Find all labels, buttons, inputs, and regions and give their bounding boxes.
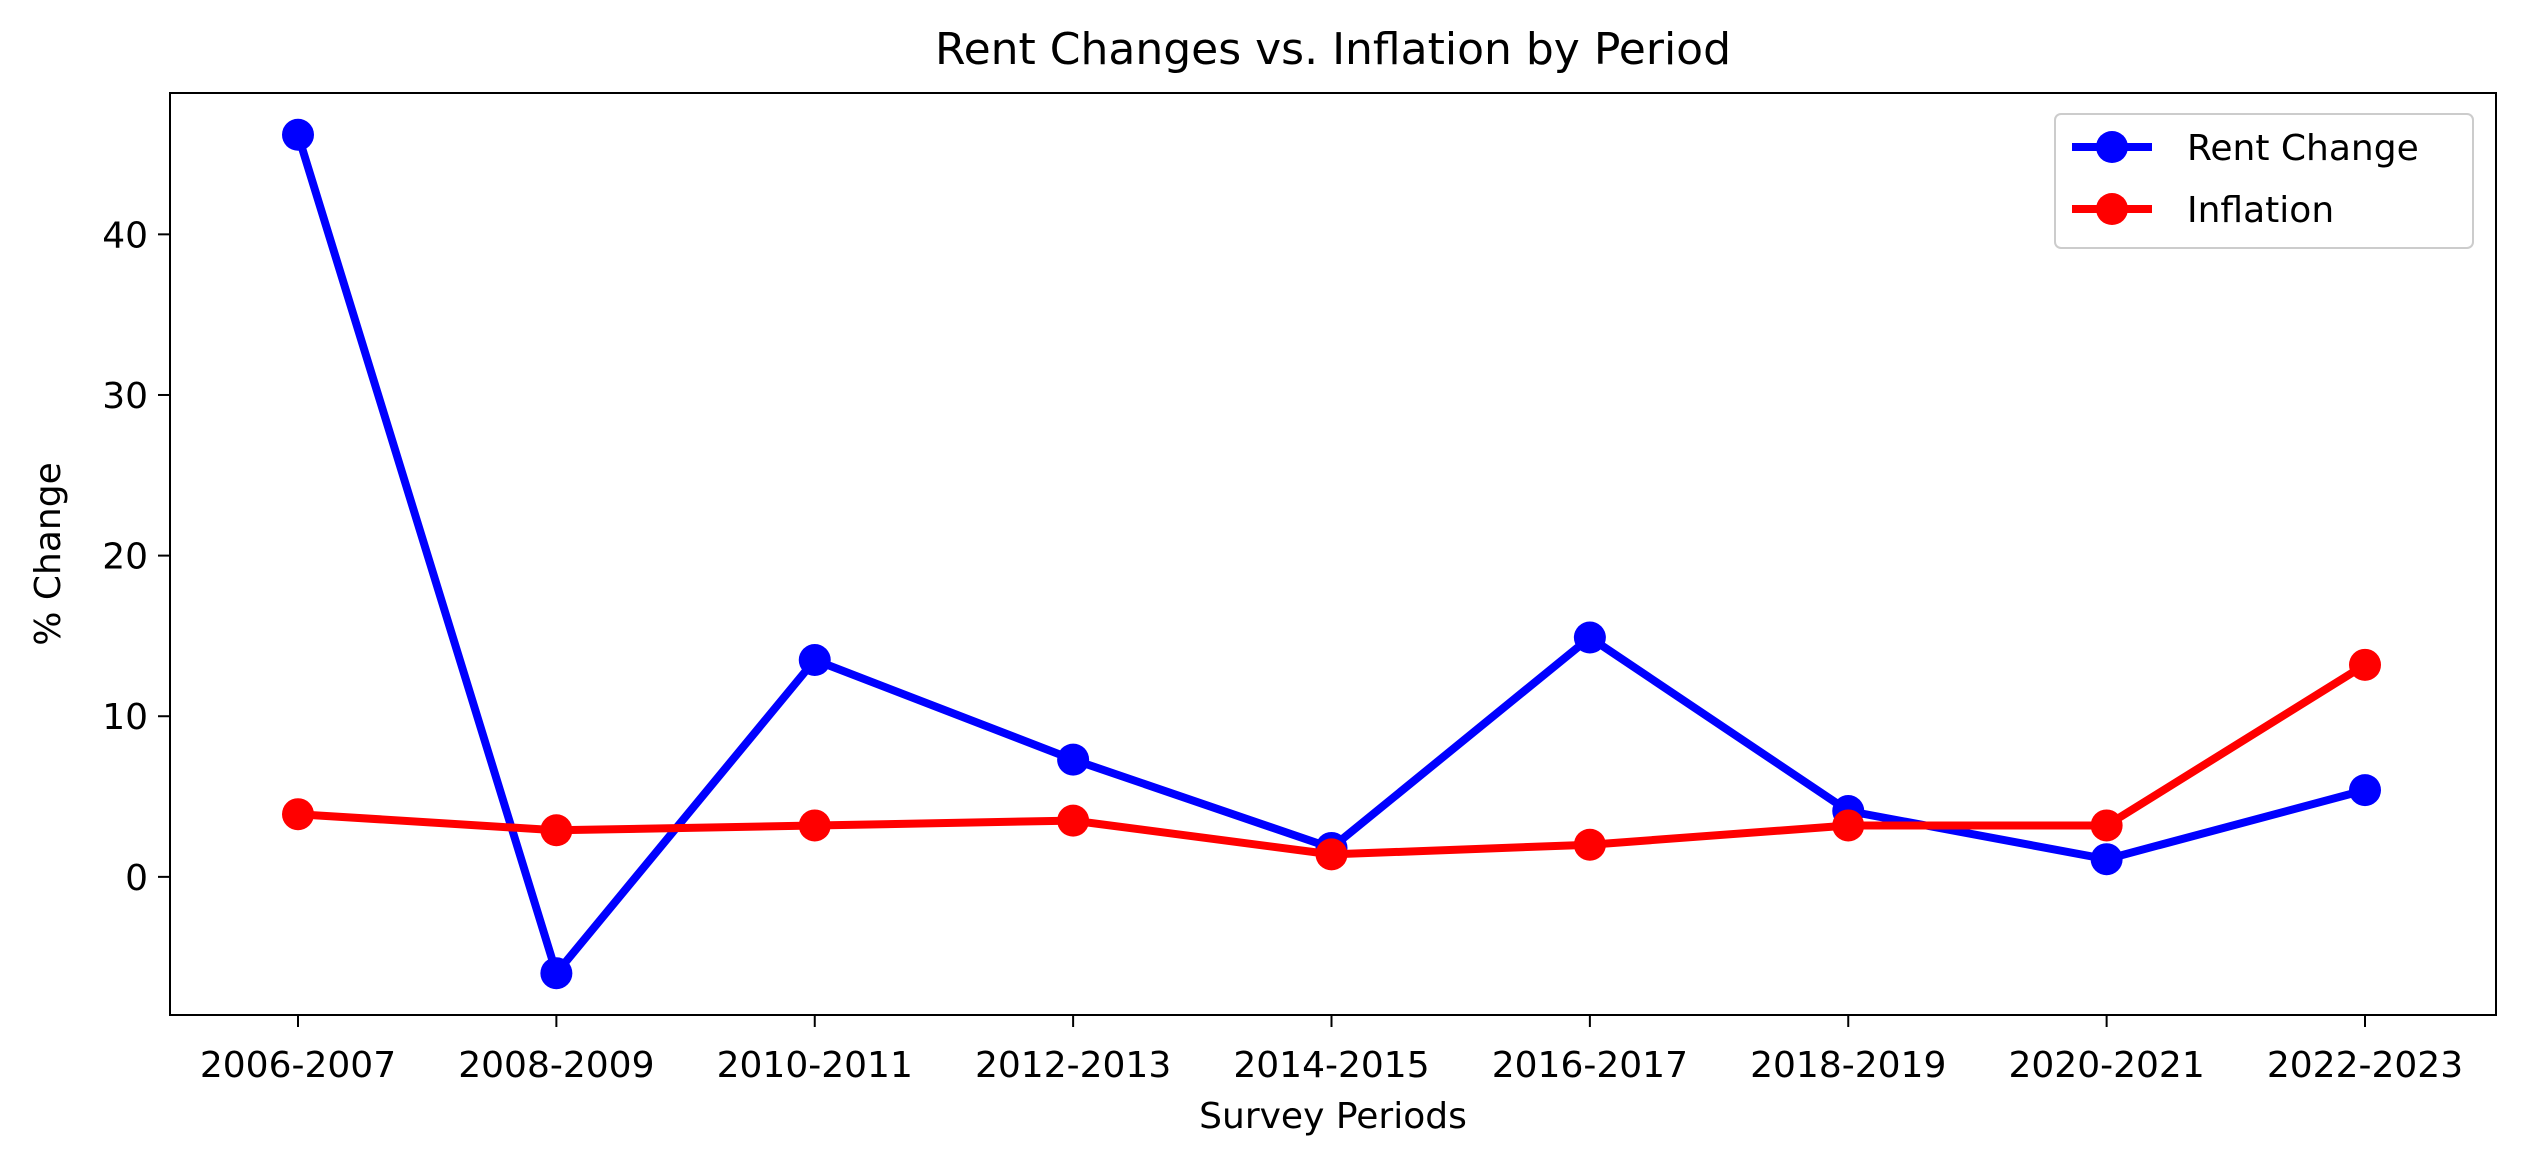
x-axis-label: Survey Periods [1199, 1096, 1467, 1137]
x-tick-label: 2014-2015 [1233, 1045, 1429, 1086]
data-point [2090, 809, 2123, 842]
series-layer [282, 118, 2381, 990]
series-inflation [282, 648, 2381, 871]
legend-item: Inflation [2072, 190, 2334, 231]
x-tick-label: 2006-2007 [200, 1045, 396, 1086]
x-axis: 2006-2007 2008-2009 2010-2011 2012-2013 2014… [200, 1015, 2463, 1086]
data-point [540, 814, 573, 847]
data-point [1057, 804, 1090, 837]
x-tick-label: 2016-2017 [1492, 1045, 1688, 1086]
legend-label: Rent Change [2187, 128, 2419, 169]
legend-marker [2096, 193, 2128, 225]
legend-box [2054, 113, 2474, 249]
data-point [1573, 828, 1606, 861]
legend: Rent Change Inflation [2054, 113, 2474, 249]
x-tick-label: 2020-2021 [2009, 1045, 2205, 1086]
data-point [1832, 809, 1865, 842]
data-point [1315, 838, 1348, 871]
x-tick-label: 2018-2019 [1750, 1045, 1946, 1086]
y-tick-label: 0 [125, 858, 148, 899]
data-point [1573, 621, 1606, 654]
legend-item: Rent Change [2072, 128, 2419, 169]
data-point [2090, 843, 2123, 876]
data-point [798, 644, 831, 677]
data-point [2349, 648, 2381, 681]
legend-label: Inflation [2187, 190, 2334, 231]
x-tick-label: 2022-2023 [2267, 1045, 2463, 1086]
legend-marker [2096, 131, 2128, 163]
data-point [798, 809, 831, 842]
x-tick-label: 2008-2009 [458, 1045, 654, 1086]
data-point [282, 118, 314, 151]
data-point [540, 957, 573, 990]
data-point [2349, 774, 2381, 807]
y-axis: 0 10 20 30 40 [102, 215, 170, 899]
y-tick-label: 30 [102, 376, 148, 417]
x-tick-label: 2010-2011 [717, 1045, 913, 1086]
y-axis-label: % Change [28, 462, 69, 645]
y-tick-label: 10 [102, 697, 148, 738]
chart-title: Rent Changes vs. Inflation by Period [935, 24, 1731, 75]
plot-area [169, 92, 2497, 1016]
y-tick-label: 20 [102, 537, 148, 578]
x-tick-label: 2012-2013 [975, 1045, 1171, 1086]
data-point [282, 798, 314, 831]
y-tick-label: 40 [102, 215, 148, 256]
data-point [1057, 743, 1090, 776]
